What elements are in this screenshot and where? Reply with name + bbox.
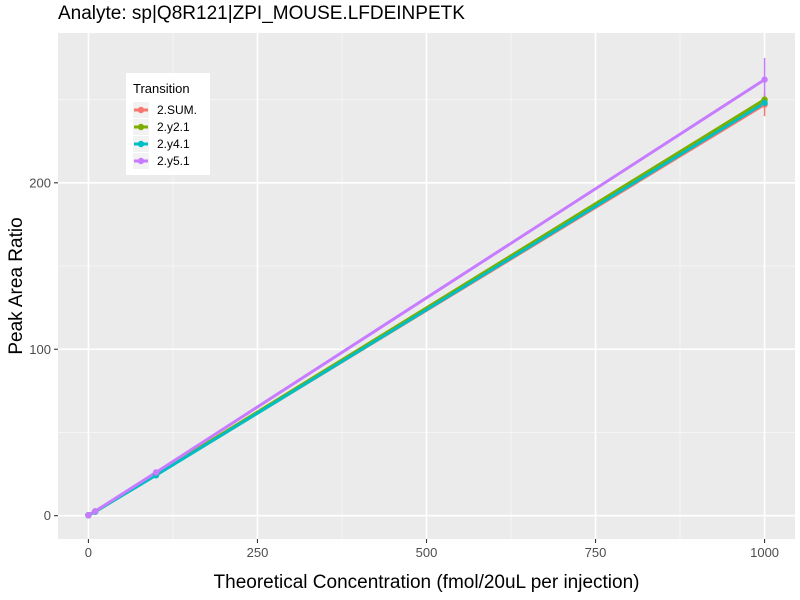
legend-key-point	[137, 157, 145, 165]
legend-label: 2.y2.1	[157, 120, 190, 134]
data-point	[91, 508, 99, 515]
x-axis-title: Theoretical Concentration (fmol/20uL per…	[213, 572, 640, 593]
x-tick-label: 750	[585, 545, 607, 560]
legend-key-point	[137, 140, 145, 148]
y-tick-label: 200	[29, 175, 51, 190]
legend-label: 2.y4.1	[157, 137, 190, 151]
series-line	[87, 78, 766, 517]
data-point	[85, 511, 92, 519]
y-tick-label: 0	[44, 508, 51, 523]
legend: Transition 2.SUM. 2.y2.1 2.y4.1 2.y5.1	[126, 73, 210, 175]
legend-items: 2.SUM. 2.y2.1 2.y4.1 2.y5.1	[133, 102, 197, 169]
y-axis-title: Peak Area Ratio	[6, 217, 27, 354]
x-tick-label: 250	[247, 545, 269, 560]
legend-key-point	[137, 123, 145, 131]
axis-ticks: 0 250 500 750 1000 0 100 200	[29, 175, 779, 560]
legend-label: 2.SUM.	[157, 103, 197, 117]
series-points	[85, 76, 768, 519]
x-tick-label: 500	[416, 545, 438, 560]
legend-label: 2.y5.1	[157, 154, 190, 168]
series-lines	[87, 78, 766, 517]
chart-title: Analyte: sp|Q8R121|ZPI_MOUSE.LFDEINPETK	[58, 3, 465, 24]
x-tick-label: 0	[85, 545, 92, 560]
legend-key-point	[137, 106, 145, 114]
legend-title: Transition	[133, 81, 190, 96]
data-point	[152, 469, 160, 476]
x-tick-label: 1000	[750, 545, 779, 560]
data-point	[761, 99, 768, 107]
y-tick-label: 100	[29, 342, 51, 357]
grid-major	[58, 33, 795, 539]
data-point	[761, 76, 768, 83]
